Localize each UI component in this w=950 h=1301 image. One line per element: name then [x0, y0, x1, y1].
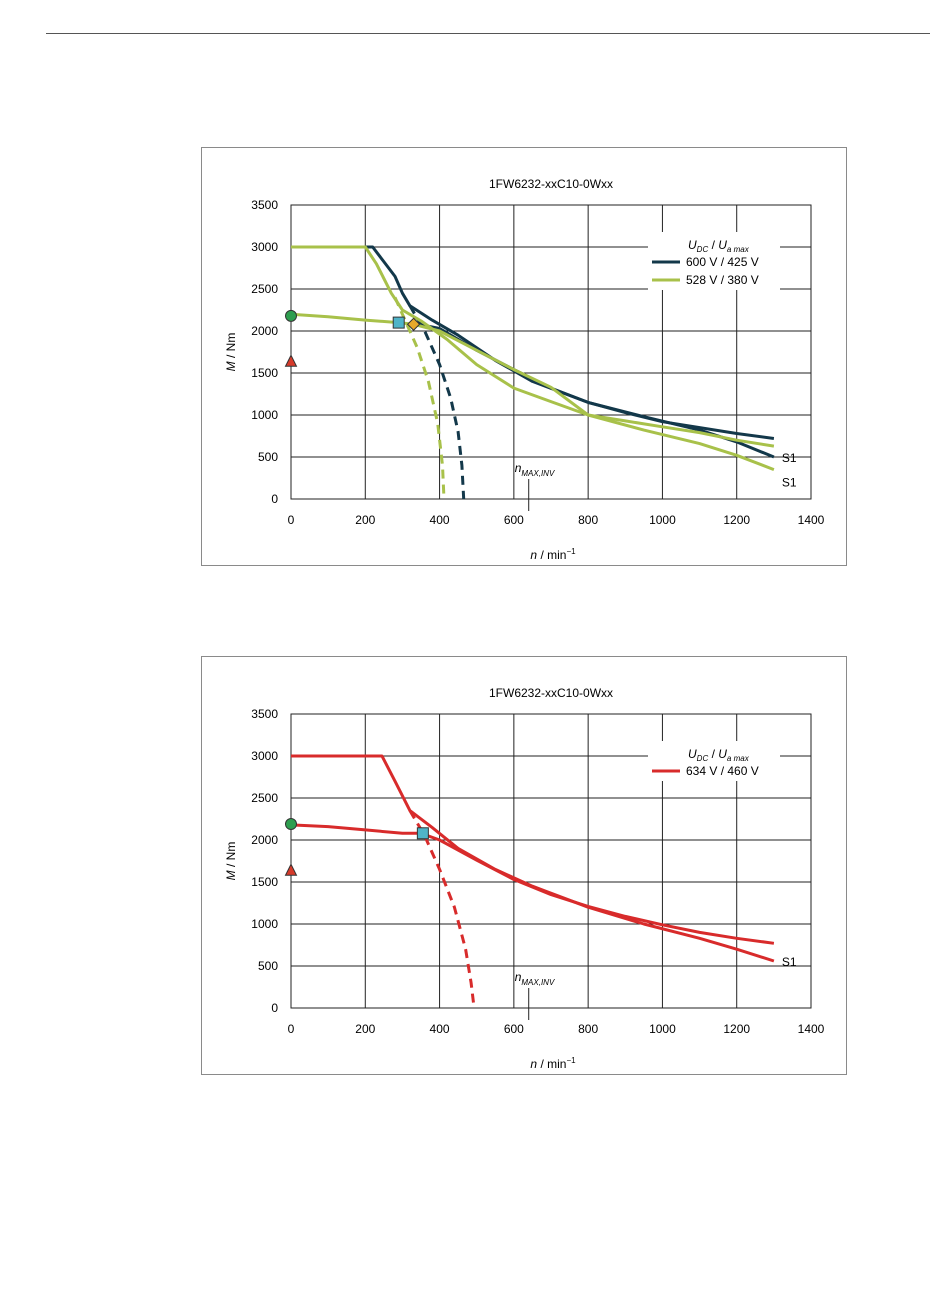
- series-peak-curve: [291, 754, 775, 963]
- y-tick-label: 2000: [251, 833, 278, 847]
- chart-title: 1FW6232-xxC10-0Wxx: [489, 177, 613, 191]
- series-continuous-curve: [290, 312, 775, 448]
- series-peak-curve: [291, 245, 775, 459]
- x-tick-label: 0: [288, 1022, 295, 1036]
- page-top-rule: [46, 33, 930, 34]
- series-voltage-limit-curve: [408, 305, 466, 500]
- y-axis-label: M / Nm: [224, 333, 238, 372]
- y-tick-label: 3000: [251, 240, 278, 254]
- marker-square: [392, 316, 405, 329]
- x-axis-label: n / min−1: [530, 547, 576, 562]
- legend-box: [648, 741, 780, 781]
- marker-triangle: [284, 863, 298, 876]
- y-axis-label: M / Nm: [224, 842, 238, 881]
- y-tick-label: 2500: [251, 791, 278, 805]
- x-tick-label: 1200: [723, 513, 750, 527]
- legend-header: UDC / Ua max: [688, 238, 750, 254]
- series-s1-label: S1: [782, 451, 797, 465]
- marker-square: [416, 827, 429, 840]
- y-tick-label: 3500: [251, 707, 278, 721]
- x-tick-label: 200: [355, 513, 375, 527]
- x-tick-label: 400: [430, 1022, 450, 1036]
- y-tick-label: 0: [271, 1001, 278, 1015]
- y-tick-label: 2500: [251, 282, 278, 296]
- series-voltage-limit-curve: [408, 809, 476, 1009]
- torque-speed-chart-1: 1FW6232-xxC10-0Wxx 0 200 400 600 800 1000 1200 1…: [201, 147, 847, 566]
- x-tick-label: 800: [578, 1022, 598, 1036]
- x-tick-label: 1400: [798, 1022, 825, 1036]
- nmax-label: nMAX,INV: [515, 970, 555, 987]
- y-tick-label: 3000: [251, 749, 278, 763]
- x-tick-label: 200: [355, 1022, 375, 1036]
- y-tick-label: 500: [258, 450, 278, 464]
- plot-border: [290, 713, 812, 1009]
- legend-entry: 634 V / 460 V: [686, 764, 759, 778]
- y-tick-label: 2000: [251, 324, 278, 338]
- y-tick-label: 1000: [251, 917, 278, 931]
- plot-border: [290, 204, 812, 500]
- nmax-label: nMAX,INV: [515, 461, 555, 478]
- y-tick-label: 500: [258, 959, 278, 973]
- y-tick-label: 0: [271, 492, 278, 506]
- x-tick-label: 1000: [649, 1022, 676, 1036]
- y-tick-label: 1500: [251, 366, 278, 380]
- y-tick-label: 1500: [251, 875, 278, 889]
- torque-speed-chart-2: 1FW6232-xxC10-0Wxx 0 200 400 600 800 1000 1200 1…: [201, 656, 847, 1075]
- series-continuous-curve: [290, 823, 775, 945]
- series-s1-label: S1: [782, 476, 797, 490]
- legend-entry: 600 V / 425 V: [686, 255, 759, 269]
- x-tick-label: 1200: [723, 1022, 750, 1036]
- x-tick-label: 600: [504, 513, 524, 527]
- series-s1-label: S1: [782, 955, 797, 969]
- y-tick-label: 3500: [251, 198, 278, 212]
- marker-diamond: [406, 317, 421, 331]
- x-tick-label: 1400: [798, 513, 825, 527]
- marker-circle: [285, 818, 297, 831]
- x-tick-label: 1000: [649, 513, 676, 527]
- series-voltage-limit-curve: [393, 296, 446, 500]
- chart-1-svg: 1FW6232-xxC10-0Wxx 0 200 400 600 800 1000 1200 1…: [224, 177, 825, 562]
- series-peak-curve: [291, 245, 775, 472]
- legend-header: UDC / Ua max: [688, 747, 750, 763]
- chart-2-svg: 1FW6232-xxC10-0Wxx 0 200 400 600 800 1000 1200 1…: [224, 686, 825, 1071]
- y-tick-label: 1000: [251, 408, 278, 422]
- x-tick-label: 800: [578, 513, 598, 527]
- x-tick-label: 0: [288, 513, 295, 527]
- x-axis-label: n / min−1: [530, 1056, 576, 1071]
- legend-entry: 528 V / 380 V: [686, 273, 759, 287]
- marker-triangle: [284, 354, 298, 367]
- chart-title: 1FW6232-xxC10-0Wxx: [489, 686, 613, 700]
- marker-circle: [285, 309, 297, 322]
- x-tick-label: 400: [430, 513, 450, 527]
- x-tick-label: 600: [504, 1022, 524, 1036]
